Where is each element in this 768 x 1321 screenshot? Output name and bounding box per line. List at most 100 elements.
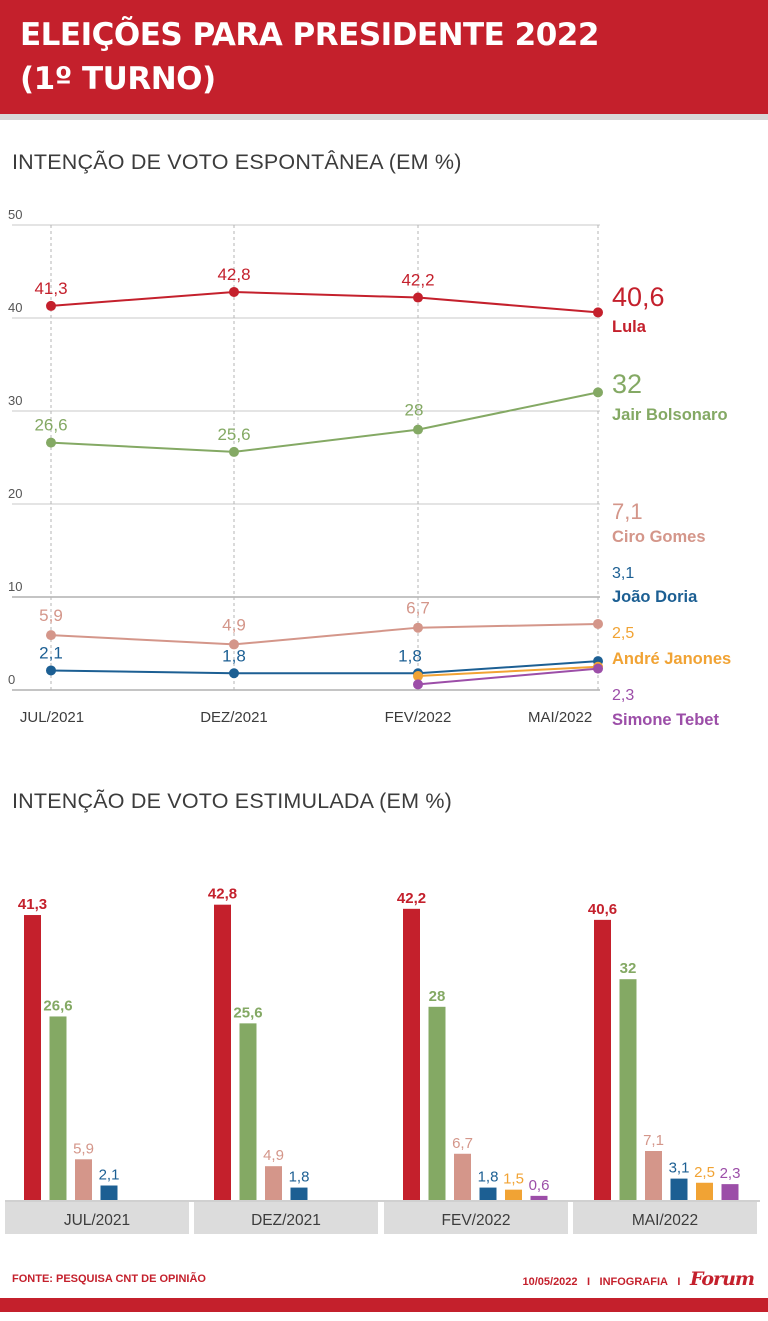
y-tick-label: 30 (8, 393, 22, 408)
end-value-label: 2,5 (612, 625, 634, 642)
footer-separator: I (587, 1276, 591, 1288)
x-tick-label: MAI/2022 (528, 709, 592, 726)
bar-value-label: 5,9 (73, 1140, 94, 1157)
end-value-label: 32 (612, 369, 642, 399)
bar-value-label: 0,6 (529, 1177, 550, 1194)
data-point (413, 671, 423, 682)
bar-chart-title: INTENÇÃO DE VOTO ESTIMULADA (EM %) (12, 789, 453, 813)
y-tick-label: 40 (8, 300, 22, 315)
end-value-label: 40,6 (612, 282, 665, 312)
bar-value-label: 1,8 (478, 1169, 499, 1186)
bar-value-label: 3,1 (669, 1160, 690, 1177)
bar (403, 908, 420, 1200)
series-line-jair-bolsonaro (50, 391, 599, 453)
bar-group-mai-2022: 40,6 32 7,1 3,1 2,5 2,3 (588, 901, 741, 1200)
category-band (573, 1202, 757, 1234)
data-point (413, 292, 423, 303)
series-joao-doria: 2,1 1,8 1,8 3,1 João Doria (39, 565, 698, 679)
bar-value-label: 42,8 (208, 886, 237, 903)
bar-value-label: 41,3 (18, 896, 47, 913)
data-label: 4,9 (222, 615, 246, 634)
series-andre-janones: 2,5 André Janones (413, 625, 731, 682)
footer-bar (0, 1298, 768, 1312)
line-chart: 0 10 20 30 40 50 JUL/2021 DEZ/2021 FEV/2022 MAI/2… (8, 207, 731, 729)
bar (100, 1185, 118, 1200)
data-point (229, 446, 239, 457)
header-banner: ELEIÇÕES PARA PRESIDENTE 2022 (1º TURNO) (0, 0, 768, 114)
x-tick-label: FEV/2022 (385, 709, 452, 726)
bar (265, 1166, 282, 1200)
series-name-label: Jair Bolsonaro (612, 406, 728, 424)
data-point (229, 639, 239, 650)
bar (428, 1006, 446, 1200)
bar-value-label: 7,1 (643, 1132, 664, 1149)
data-label: 1,8 (222, 646, 246, 665)
bar (670, 1178, 688, 1200)
series-line-simone-tebet (417, 667, 599, 686)
bar-value-label: 2,3 (720, 1165, 741, 1182)
bar-value-label: 42,2 (397, 890, 426, 907)
data-point (46, 437, 56, 448)
series-name-label: João Doria (612, 588, 698, 606)
data-point (46, 630, 56, 641)
series-line-joao-doria (50, 660, 599, 675)
series-name-label: Ciro Gomes (612, 528, 706, 546)
data-point (413, 622, 423, 633)
category-label: FEV/2022 (442, 1212, 511, 1229)
bar (290, 1187, 308, 1200)
bar-group-dez-2021: 42,8 25,6 4,9 1,8 (208, 886, 309, 1200)
data-label: 42,2 (401, 271, 434, 290)
bar (696, 1182, 713, 1200)
y-tick-label: 0 (8, 672, 15, 687)
x-tick-label: JUL/2021 (20, 709, 84, 726)
series-name-label: Lula (612, 318, 647, 336)
series-lula: 41,3 42,8 42,2 40,6 Lula (34, 265, 664, 336)
bar-value-label: 2,5 (694, 1164, 715, 1181)
bar (49, 1016, 67, 1200)
bar-group-fev-2022: 42,2 28 6,7 1,8 1,5 0,6 (397, 890, 550, 1200)
series-name-label: André Janones (612, 650, 731, 668)
footer-date: 10/05/2022 (522, 1276, 578, 1288)
data-point (593, 663, 603, 674)
data-point (229, 668, 239, 679)
footer-source: FONTE: PESQUISA CNT DE OPINIÃO (12, 1273, 206, 1285)
series-ciro-gomes: 5,9 4,9 6,7 7,1 Ciro Gomes (39, 499, 706, 650)
data-label: 1,8 (398, 646, 422, 665)
data-point (46, 300, 56, 311)
bar (75, 1159, 92, 1200)
bar-value-label: 2,1 (99, 1167, 120, 1184)
category-label: JUL/2021 (64, 1212, 130, 1229)
data-label: 42,8 (217, 265, 250, 284)
page-title-line2: (1º TURNO) (20, 61, 216, 97)
end-value-label: 2,3 (612, 687, 634, 704)
bar-value-label: 32 (620, 960, 637, 977)
bar-value-label: 6,7 (452, 1135, 473, 1152)
data-point (46, 665, 56, 676)
series-line-ciro-gomes (50, 622, 599, 646)
data-label: 2,1 (39, 643, 63, 662)
category-label: MAI/2022 (632, 1212, 698, 1229)
bar (721, 1184, 739, 1200)
footer-separator: I (677, 1276, 681, 1288)
series-simone-tebet: 2,3 Simone Tebet (413, 663, 719, 729)
y-tick-label: 10 (8, 579, 22, 594)
data-point (413, 679, 423, 690)
series-name-label: Simone Tebet (612, 711, 719, 729)
bar (619, 979, 637, 1200)
bar-group-jul-2021: 41,3 26,6 5,9 2,1 (18, 896, 120, 1200)
category-label: DEZ/2021 (251, 1212, 321, 1229)
footer-credits: 10/05/2022 I INFOGRAFIA I Forum (522, 1268, 755, 1290)
page-title-line1: ELEIÇÕES PARA PRESIDENTE 2022 (20, 17, 599, 53)
category-band (384, 1202, 568, 1234)
bar-value-label: 40,6 (588, 901, 617, 918)
series-jair-bolsonaro: 26,6 25,6 28 32 Jair Bolsonaro (34, 369, 728, 457)
data-point (229, 286, 239, 297)
bar (479, 1187, 497, 1200)
bar (239, 1023, 257, 1200)
bar-value-label: 26,6 (43, 997, 72, 1014)
footer-infografia: INFOGRAFIA (599, 1276, 668, 1288)
forum-logo: Forum (689, 1268, 755, 1290)
series-line-lula (50, 290, 599, 314)
data-label: 41,3 (34, 279, 67, 298)
bar-value-label: 1,5 (503, 1171, 524, 1188)
